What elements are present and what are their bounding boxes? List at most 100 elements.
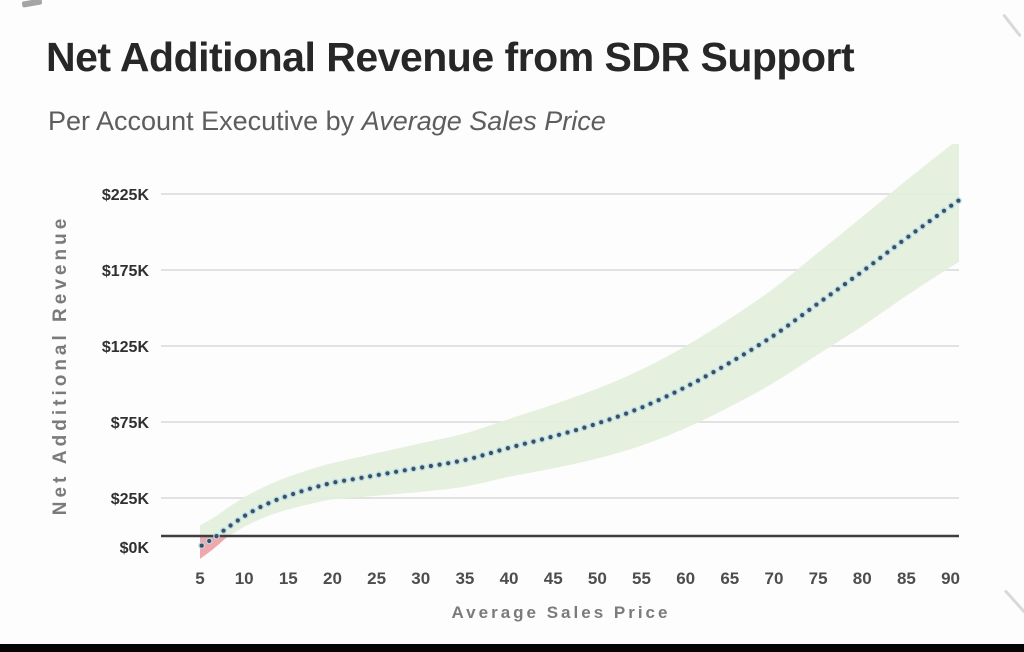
series-dot <box>228 523 233 528</box>
series-dot <box>934 213 940 219</box>
series-dot <box>814 302 819 307</box>
series-dot <box>243 513 248 518</box>
series-dot <box>531 439 536 444</box>
series-dot <box>672 390 677 395</box>
x-tick-label-60: 60 <box>676 569 695 588</box>
series-dot <box>394 469 399 474</box>
series-dot <box>741 352 747 357</box>
series-dot <box>250 509 255 514</box>
series-dot <box>786 323 791 328</box>
series-dot <box>878 255 883 260</box>
x-tick-label-80: 80 <box>853 569 872 588</box>
series-dot <box>274 497 279 502</box>
y-tick-label-225: $225K <box>102 187 150 204</box>
series-dot <box>913 229 918 234</box>
series-dot <box>411 466 416 471</box>
series-dot <box>726 361 731 366</box>
series-dot <box>632 408 637 413</box>
series-dot <box>920 224 925 229</box>
series-dot <box>342 478 347 483</box>
series-dots <box>199 198 961 548</box>
series-dot <box>648 401 653 406</box>
series-dot <box>800 313 805 318</box>
series-dot <box>778 328 784 333</box>
series-dot <box>949 203 954 208</box>
series-dot <box>428 463 433 469</box>
series-dot <box>749 347 754 352</box>
series-dot <box>307 486 312 491</box>
series-dot <box>640 405 645 410</box>
series-dot <box>258 504 263 510</box>
series-dot <box>207 538 212 544</box>
series-dot <box>472 455 477 460</box>
series-dot <box>376 472 381 477</box>
x-tick-label-75: 75 <box>809 569 828 588</box>
series-dot <box>680 386 685 391</box>
series-dot <box>199 543 204 548</box>
series-dot <box>864 266 869 271</box>
series-dot <box>927 219 932 224</box>
x-tick-label-40: 40 <box>500 569 519 588</box>
series-dot <box>497 448 502 453</box>
series-dot <box>539 437 545 442</box>
series-dot <box>885 250 890 255</box>
series-dot <box>582 425 587 430</box>
series-dot <box>871 261 876 266</box>
series-dot <box>703 374 708 379</box>
series-dot <box>821 297 826 302</box>
series-dot <box>711 370 716 375</box>
series-dot <box>266 501 271 506</box>
series-dot <box>333 480 338 485</box>
series-dot <box>402 468 407 473</box>
series-dot <box>368 474 373 479</box>
x-tick-label-10: 10 <box>235 569 254 588</box>
series-dot <box>842 282 848 287</box>
chart-subtitle-emphasis: Average Sales Price <box>361 106 606 136</box>
series-dot <box>299 489 304 494</box>
x-tick-label-45: 45 <box>544 569 563 588</box>
series-dot <box>828 292 833 297</box>
x-tick-label-35: 35 <box>455 569 474 588</box>
series-dot <box>437 462 442 467</box>
x-tick-label-25: 25 <box>367 569 386 588</box>
series-dot <box>385 471 390 476</box>
series-dot <box>359 475 364 480</box>
x-tick-label-90: 90 <box>941 569 960 588</box>
series-dot <box>214 534 219 539</box>
series-dot <box>656 398 661 403</box>
series-dot <box>488 450 494 456</box>
series-dot <box>573 428 579 433</box>
series-dot <box>324 482 329 487</box>
series-dot <box>480 453 485 458</box>
x-tick-label-55: 55 <box>632 569 651 588</box>
series-dot <box>624 411 629 416</box>
chart-subtitle-prefix: Per Account Executive by <box>48 106 362 136</box>
series-dot <box>615 414 620 419</box>
series-dot <box>688 382 693 387</box>
series-dot <box>548 435 553 440</box>
series-dot <box>756 343 761 348</box>
x-tick-label-50: 50 <box>588 569 607 588</box>
x-axis-tick-labels: 5 10 15 20 25 30 35 40 45 50 55 60 65 70 75 80 85 90 <box>195 569 960 588</box>
y-tick-label-75: $75K <box>111 415 150 432</box>
series-dot <box>463 457 468 462</box>
x-tick-label-5: 5 <box>195 569 204 588</box>
series-dot <box>941 208 947 213</box>
x-tick-label-30: 30 <box>411 569 430 588</box>
confidence-band-positive <box>200 144 959 537</box>
chart-subtitle: Per Account Executive by Average Sales P… <box>48 106 606 137</box>
series-dot <box>235 518 240 523</box>
series-dot <box>454 459 459 464</box>
x-tick-label-70: 70 <box>764 569 783 588</box>
y-axis-tick-labels: $0K $25K $75K $125K $175K $225K <box>102 187 150 557</box>
series-dot <box>664 394 669 399</box>
series-dot <box>956 198 961 203</box>
series-dot <box>793 318 798 323</box>
series-dot <box>719 365 724 370</box>
y-tick-label-25: $25K <box>111 491 150 508</box>
series-dot <box>906 234 911 239</box>
x-tick-label-15: 15 <box>279 569 298 588</box>
series-dot <box>556 432 562 437</box>
series-dot <box>892 245 897 250</box>
